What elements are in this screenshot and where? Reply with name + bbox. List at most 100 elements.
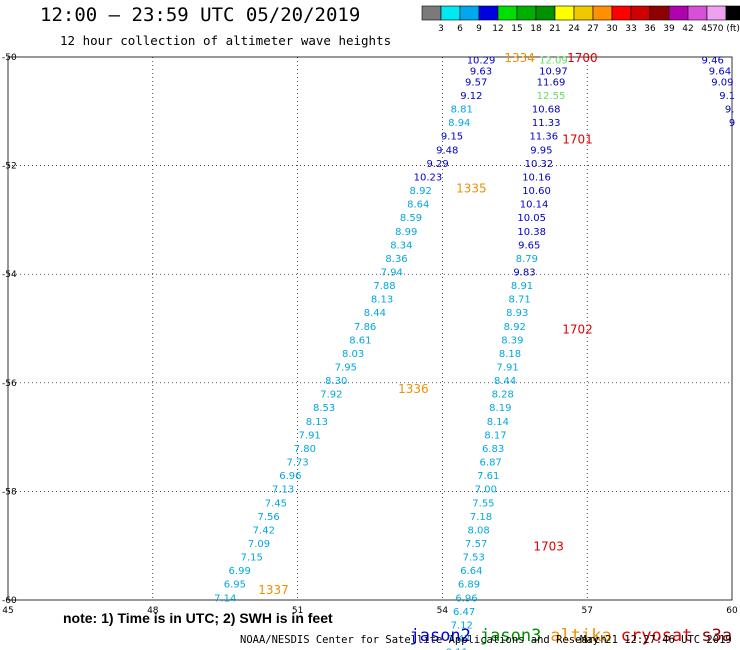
color-scale-label: 36: [644, 24, 656, 34]
wave-height-point: 8.94: [448, 118, 470, 129]
wave-height-point: 10.14: [520, 200, 549, 211]
wave-height-point: 7.47: [448, 634, 470, 645]
wave-height-point: 8.59: [400, 213, 422, 224]
wave-height-point: 8.44: [494, 376, 516, 387]
y-tick-label: -52: [2, 162, 17, 172]
wave-height-point: 7.55: [472, 498, 494, 509]
pass-number-label: 1700: [567, 51, 598, 65]
wave-height-point: 7.80: [294, 444, 316, 455]
wave-height-point: 11.69: [537, 77, 566, 88]
wave-height-point: 6.64: [460, 566, 482, 577]
wave-height-point: 7.14: [214, 593, 236, 604]
y-tick-label: -50: [2, 53, 17, 63]
wave-height-point: 8.17: [484, 430, 506, 441]
wave-height-point: 8.79: [516, 254, 538, 265]
x-tick-label: 51: [292, 606, 303, 616]
color-scale-label: 70 (ft): [712, 24, 740, 34]
wave-height-point: 9.12: [460, 91, 482, 102]
color-scale-bar: 3 6 9 12 15 18 21 24 27 30 33 36 39 42 45 70 (ft): [421, 5, 740, 34]
x-tick-label: 45: [2, 606, 13, 616]
wave-height-point: 10.38: [517, 227, 546, 238]
wave-height-point: 6.96: [279, 471, 301, 482]
legend-cryosat: cryosat: [620, 626, 693, 646]
wave-height-point: 8.91: [511, 281, 533, 292]
wave-height-point: 9.15: [441, 132, 463, 143]
wave-height-point: 8.53: [313, 403, 335, 414]
wave-height-point: 8.39: [501, 335, 523, 346]
wave-height-point: 7.18: [470, 512, 492, 523]
color-scale-label: 33: [625, 24, 636, 34]
wave-height-point: 6.96: [455, 593, 477, 604]
wave-height-point: 7.42: [253, 525, 275, 536]
wave-height-point: 7.09: [248, 539, 270, 550]
color-scale-label: 15: [511, 24, 522, 34]
wave-height-point: 7.91: [299, 430, 321, 441]
pass-number-label: 1337: [258, 583, 289, 597]
wave-height-point: 7.91: [496, 363, 518, 374]
wave-height-point: 10.23: [414, 172, 443, 183]
wave-height-point: 9.46: [702, 56, 724, 67]
wave-height-point: 10.05: [517, 213, 546, 224]
axes: 45 48 51 54 57 60 -50 -52 -54 -56 -58 -60: [2, 53, 738, 616]
wave-height-point: 7.88: [373, 281, 395, 292]
wave-height-point: 8.13: [371, 295, 393, 306]
x-tick-label: 48: [147, 606, 159, 616]
color-scale-label: 12: [492, 24, 503, 34]
wave-height-point: 8.03: [342, 349, 364, 360]
wave-height-point: 9.57: [465, 77, 487, 88]
wave-height-point: 8.18: [499, 349, 521, 360]
wave-height-point: 8.61: [349, 335, 371, 346]
wave-height-point: 10.32: [525, 159, 554, 170]
wave-height-point: 7.92: [320, 390, 342, 401]
color-swatch: [725, 5, 740, 21]
satellite-legend: jason2 jason3 altika cryosat s3a: [389, 606, 740, 646]
wave-height-point: 8.71: [508, 295, 530, 306]
legend-altika: altika: [550, 626, 612, 646]
wave-height-point: 7.00: [475, 485, 497, 496]
wave-height-point: 8.28: [492, 390, 514, 401]
chart-title: 12:00 — 23:59 UTC 05/20/2019: [40, 4, 361, 26]
color-scale-label: 45: [701, 24, 712, 34]
color-scale-label: 3: [438, 24, 444, 34]
color-scale-label: 18: [530, 24, 542, 34]
wave-height-point: 8.99: [395, 227, 417, 238]
wave-height-point: 7.57: [465, 539, 487, 550]
color-scale-label: 30: [606, 24, 618, 34]
wave-height-point: 7.61: [477, 471, 499, 482]
wave-height-point: 8.11: [446, 648, 468, 650]
timestamp: May 21 12:27:46 UTC 2019: [580, 634, 732, 646]
legend-jason2: jason2: [409, 626, 471, 646]
wave-height-point: 9.09: [711, 77, 733, 88]
wave-height-point: 9.65: [518, 240, 540, 251]
pass-number-label: 1702: [562, 323, 593, 337]
color-scale-label: 21: [549, 24, 560, 34]
chart-subtitle: 12 hour collection of altimeter wave hei…: [60, 33, 392, 48]
pass-number-label: 1703: [533, 540, 564, 554]
wave-height-point: 9.29: [426, 159, 448, 170]
y-tick-label: -60: [2, 596, 17, 606]
wave-height-point: 8.08: [467, 525, 489, 536]
wave-height-point: 11.33: [532, 118, 561, 129]
wave-height-point: 8.44: [364, 308, 386, 319]
wave-height-point: 10.16: [522, 172, 551, 183]
wave-height-point: 7.45: [265, 498, 287, 509]
wave-height-point: 7.95: [335, 363, 357, 374]
wave-height-point: 7.86: [354, 322, 376, 333]
color-scale-label: 42: [682, 24, 693, 34]
pass-number-label: 1335: [456, 181, 487, 195]
wave-height-point: 10.29: [467, 56, 496, 67]
wave-height-point: 8.92: [504, 322, 526, 333]
wave-height-point: 6.87: [480, 458, 502, 469]
wave-height-point: 7.13: [272, 485, 294, 496]
wave-height-point: 12.55: [537, 91, 566, 102]
wave-height-point: 9.64: [709, 67, 731, 78]
pass-labels: 1334 1700 1701 1335 1702 1336 1703 1337: [258, 51, 597, 597]
footnote: note: 1) Time is in UTC; 2) SWH is in fe…: [63, 610, 333, 626]
wave-height-point: 9.1: [719, 91, 735, 102]
wave-height-point: 7.56: [258, 512, 280, 523]
wave-height-point: 7.73: [286, 458, 308, 469]
wave-height-point: 8.81: [451, 105, 473, 116]
legend-s3a: s3a: [701, 626, 733, 646]
wave-height-point: 9.63: [470, 67, 492, 78]
